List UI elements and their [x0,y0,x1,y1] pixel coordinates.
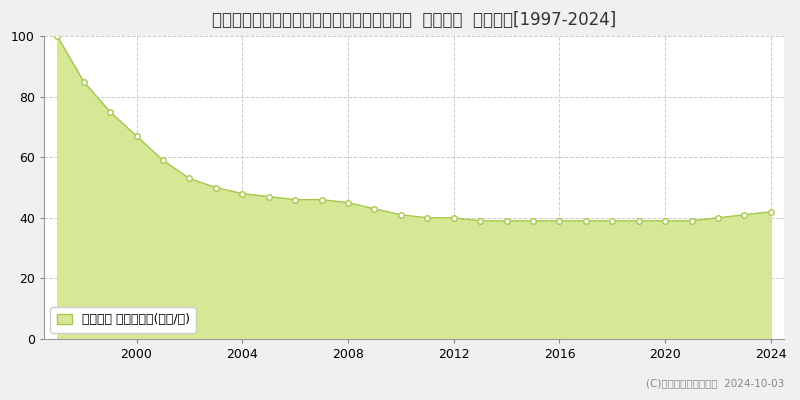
Title: 千葉県松戸市小金きよしケ丘４丁目３番１１  基準地価  地価推移[1997-2024]: 千葉県松戸市小金きよしケ丘４丁目３番１１ 基準地価 地価推移[1997-2024… [212,11,616,29]
Text: (C)土地価格ドットコム  2024-10-03: (C)土地価格ドットコム 2024-10-03 [646,378,784,388]
Legend: 基準地価 平均坪単価(万円/坪): 基準地価 平均坪単価(万円/坪) [50,307,196,332]
